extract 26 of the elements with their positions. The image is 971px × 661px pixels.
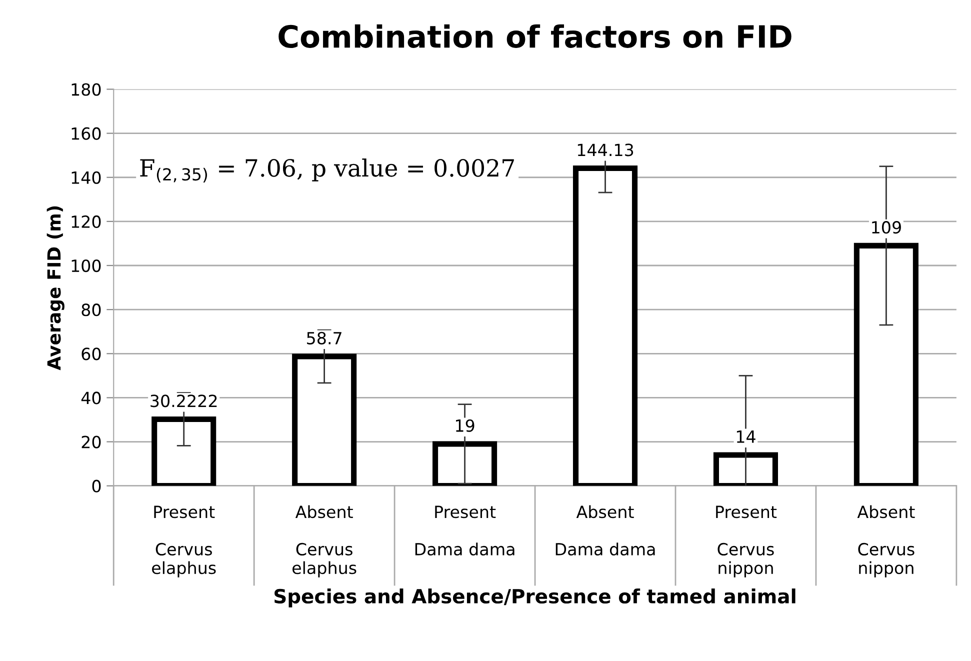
y-tick-label: 160 [72, 127, 101, 140]
category-label: Absent Cervus elaphus [292, 505, 356, 578]
y-tick-label: 180 [72, 83, 101, 96]
annotation: F$_{(2,35)}$ = 7.06, p value = 0.0027 [140, 158, 514, 183]
y-axis-title: Average FID (m) [46, 206, 64, 370]
category-label: Present Cervus elaphus [152, 506, 216, 578]
y-tick-label: 140 [72, 171, 101, 184]
y-tick-label: 100 [72, 259, 101, 272]
data-label: 19 [456, 419, 474, 432]
data-label: 14 [736, 430, 756, 443]
data-label: 144.13 [578, 144, 634, 156]
y-tick-label: 120 [72, 215, 101, 228]
category-label: Present Dama dama [415, 506, 514, 556]
category-label: Present Cervus nippon [716, 506, 777, 578]
y-tick-label: 0 [92, 480, 101, 492]
data-label: 109 [872, 221, 901, 234]
data-label: 30.2222 [150, 394, 217, 408]
data-label: 58.7 [307, 332, 342, 344]
category-label: Absent Cervus nippon [857, 505, 915, 578]
chart-title: Combination of factors on FID [278, 24, 792, 48]
y-tick-label: 60 [82, 348, 101, 360]
y-tick-label: 40 [81, 392, 101, 404]
y-tick-label: 20 [82, 436, 101, 448]
x-axis-title: Species and Absence/Presence of tamed animal [274, 588, 796, 608]
y-tick-label: 80 [82, 304, 101, 316]
category-label: Absent Dama dama [556, 505, 655, 556]
